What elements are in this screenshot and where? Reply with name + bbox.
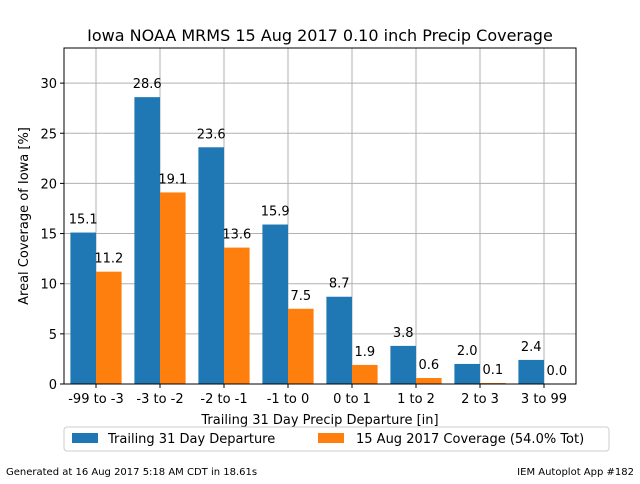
bar-series-2	[160, 192, 186, 384]
bar-value-label: 1.9	[354, 345, 375, 360]
y-axis: 0 5 10 15 20 25 30	[40, 77, 64, 393]
x-tick-label: 3 to 99	[521, 392, 567, 407]
chart-title: Iowa NOAA MRMS 15 Aug 2017 0.10 inch Pre…	[87, 26, 553, 45]
footer-generated: Generated at 16 Aug 2017 5:18 AM CDT in …	[6, 467, 257, 478]
data-labels: 15.1 28.6 23.6 15.9 8.7 3.8 2.0 2.4 11.2 19.1 13.6…	[69, 77, 567, 379]
legend-label-series-1: Trailing 31 Day Departure	[107, 432, 275, 447]
x-tick-label: 1 to 2	[397, 392, 435, 407]
bar-series-1	[326, 296, 352, 384]
bar-series-2	[480, 382, 506, 384]
bar-value-label: 23.6	[197, 127, 226, 142]
x-axis-label: Trailing 31 Day Precip Departure [in]	[200, 413, 438, 428]
bar-value-label: 0.1	[482, 363, 503, 378]
bar-series-2	[224, 247, 250, 384]
y-tick-label: 25	[40, 127, 57, 142]
plot-frame	[63, 47, 577, 385]
x-tick-label: -2 to -1	[200, 392, 247, 407]
bar-value-label: 15.9	[261, 205, 290, 220]
legend-swatch-series-1	[72, 433, 98, 443]
x-axis: -99 to -3 -3 to -2 -2 to -1 -1 to 0 0 to 1 1 …	[68, 384, 567, 407]
bar-series-1	[70, 232, 96, 384]
bar-series-1	[390, 345, 416, 384]
y-tick-label: 20	[40, 177, 57, 192]
bar-series-1	[454, 363, 480, 384]
bar-value-label: 15.1	[69, 213, 98, 228]
bar-value-label: 19.1	[158, 172, 187, 187]
y-tick-label: 0	[49, 378, 57, 393]
bar-value-label: 8.7	[329, 277, 350, 292]
bar-value-label: 0.0	[546, 364, 567, 379]
y-tick-label: 10	[40, 278, 57, 293]
y-axis-label: Areal Coverage of Iowa [%]	[17, 127, 32, 305]
x-tick-label: 0 to 1	[333, 392, 371, 407]
bars	[70, 97, 544, 384]
x-tick-label: -99 to -3	[68, 392, 124, 407]
x-tick-label: -3 to -2	[136, 392, 183, 407]
bar-series-1	[198, 147, 224, 384]
bar-value-label: 3.8	[393, 326, 414, 341]
legend-swatch-series-2	[318, 433, 344, 443]
bar-value-label: 13.6	[222, 228, 251, 243]
y-tick-label: 30	[40, 77, 57, 92]
bar-series-2	[416, 377, 442, 384]
bar-value-label: 7.5	[290, 289, 311, 304]
x-tick-label: 2 to 3	[461, 392, 499, 407]
bar-value-label: 28.6	[133, 77, 162, 92]
bar-series-2	[352, 364, 378, 384]
legend: Trailing 31 Day Departure 15 Aug 2017 Co…	[63, 426, 610, 452]
bar-value-label: 2.0	[457, 344, 478, 359]
bar-series-1	[262, 224, 288, 384]
bar-value-label: 11.2	[94, 252, 123, 267]
legend-label-series-2: 15 Aug 2017 Coverage (54.0% Tot)	[356, 432, 584, 447]
bar-series-2	[288, 308, 314, 384]
bar-value-label: 0.6	[418, 358, 439, 373]
bar-series-1	[518, 359, 544, 384]
footer-app: IEM Autoplot App #182	[517, 467, 634, 478]
bar-series-1	[134, 97, 160, 384]
y-tick-label: 15	[40, 228, 57, 243]
y-tick-label: 5	[49, 328, 57, 343]
bar-value-label: 2.4	[521, 340, 542, 355]
x-tick-label: -1 to 0	[267, 392, 310, 407]
bar-series-2	[96, 271, 122, 384]
